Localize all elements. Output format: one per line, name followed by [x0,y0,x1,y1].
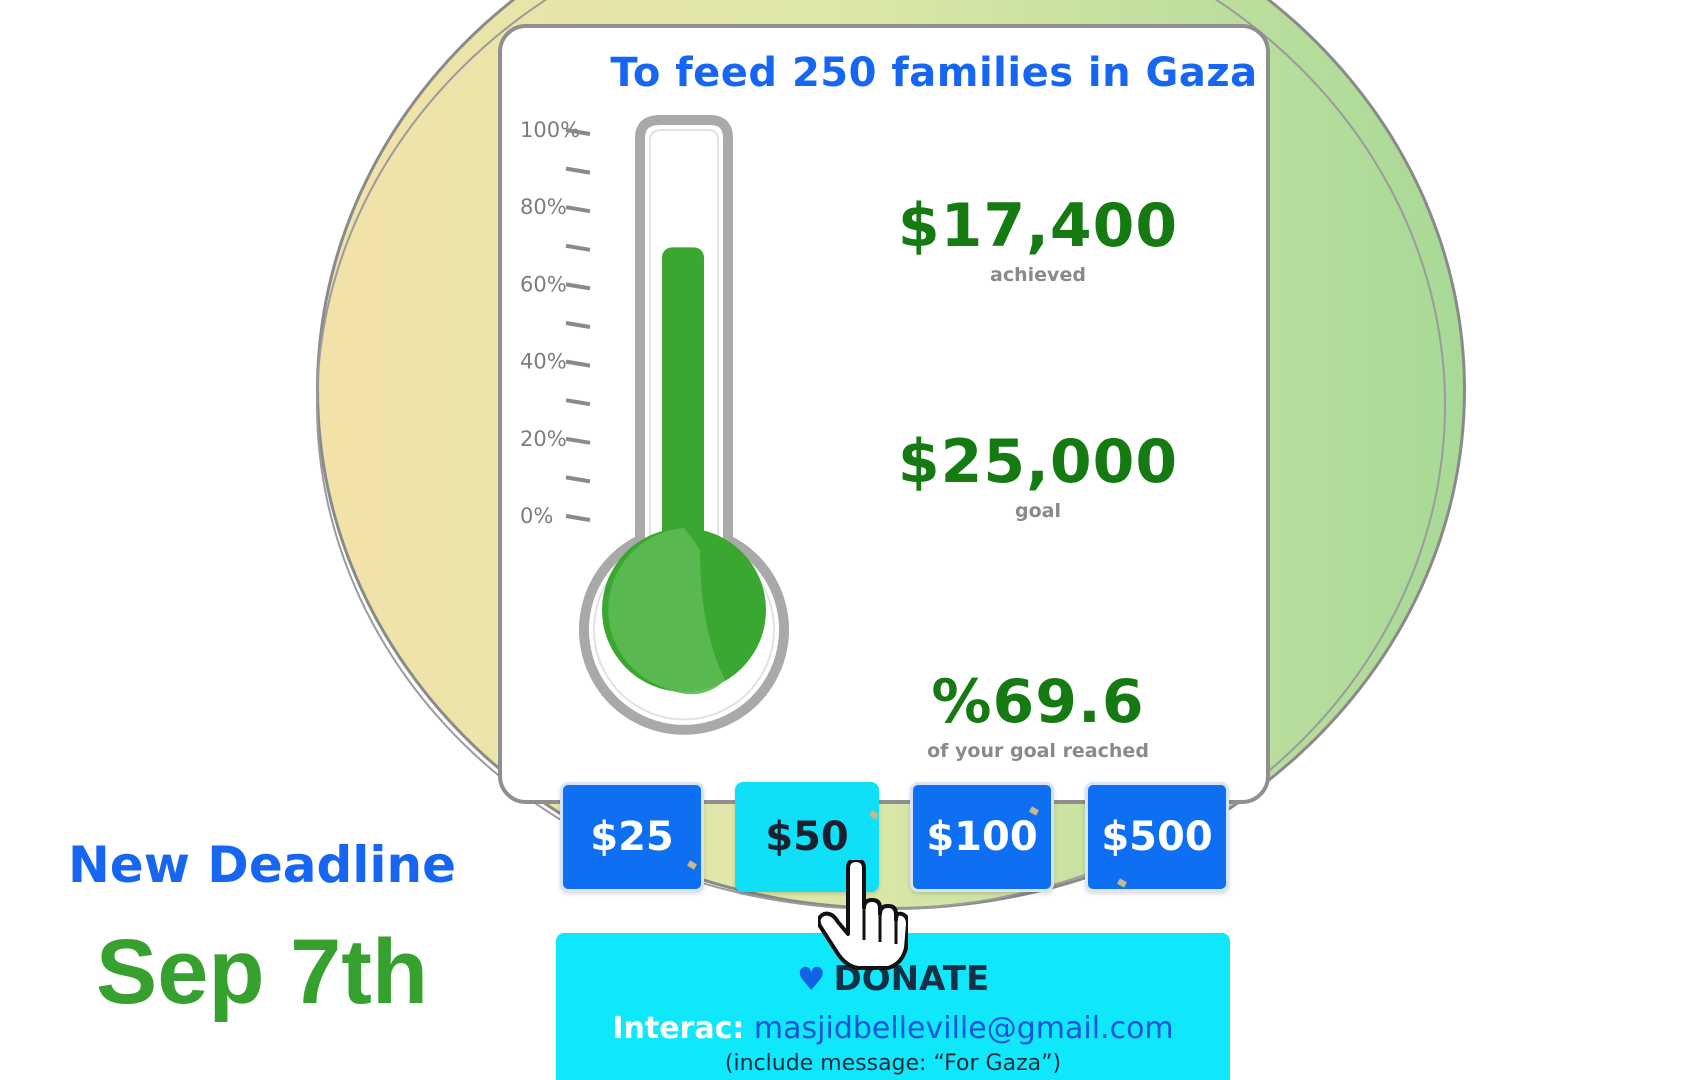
scale-tick [565,436,591,445]
thermometer-highlight [608,528,725,695]
goal-caption: goal [1015,500,1061,522]
deadline-date: Sep 7th [95,921,429,1023]
donate-note: (include message: “For Gaza”) [724,1051,1062,1076]
amount-button-25[interactable]: $25 [560,782,704,892]
heart-icon: ♥ [796,960,826,998]
scale-minor-tick [565,475,591,484]
achieved-amount: $17,400 [897,191,1179,261]
thermometer: 100%80%60%40%20%0% [520,115,789,735]
scale-minor-tick [565,321,591,329]
interac-email-link[interactable]: masjidbelleville@gmail.com [753,1011,1174,1046]
scale-minor-tick [565,398,591,407]
goal-stat: $25,000 goal [878,432,1198,522]
percent-reached: %69.6 [931,667,1145,737]
goal-amount: $25,000 [897,427,1179,497]
percent-caption: of your goal reached [927,740,1149,762]
thermometer-scale: 100%80%60%40%20%0% [520,118,591,528]
hand-cursor-icon [818,860,908,970]
amount-button-500[interactable]: $500 [1085,782,1229,892]
scale-tick-label: 80% [520,195,567,219]
achieved-stat: $17,400 achieved [878,196,1198,286]
amount-button-100[interactable]: $100 [910,782,1054,892]
scale-tick-label: 40% [520,350,567,374]
scale-tick [565,514,591,522]
campaign-title: To feed 250 families in Gaza [610,50,1258,96]
scale-tick [565,128,591,136]
scale-tick-label: 20% [520,427,567,451]
deadline-label: New Deadline [67,836,457,894]
interac-line: Interac: masjidbelleville@gmail.com [556,1011,1230,1046]
scale-tick [565,282,591,291]
percent-stat: %69.6 of your goal reached [878,672,1198,762]
scale-minor-tick [565,243,591,252]
scale-minor-tick [565,166,591,175]
scale-tick [565,359,591,368]
scale-tick [565,205,591,214]
scale-tick-label: 0% [520,504,553,528]
scale-tick-label: 60% [520,272,567,296]
interac-label: Interac: [612,1011,745,1046]
thermometer-fill [662,247,704,580]
achieved-caption: achieved [990,264,1086,286]
